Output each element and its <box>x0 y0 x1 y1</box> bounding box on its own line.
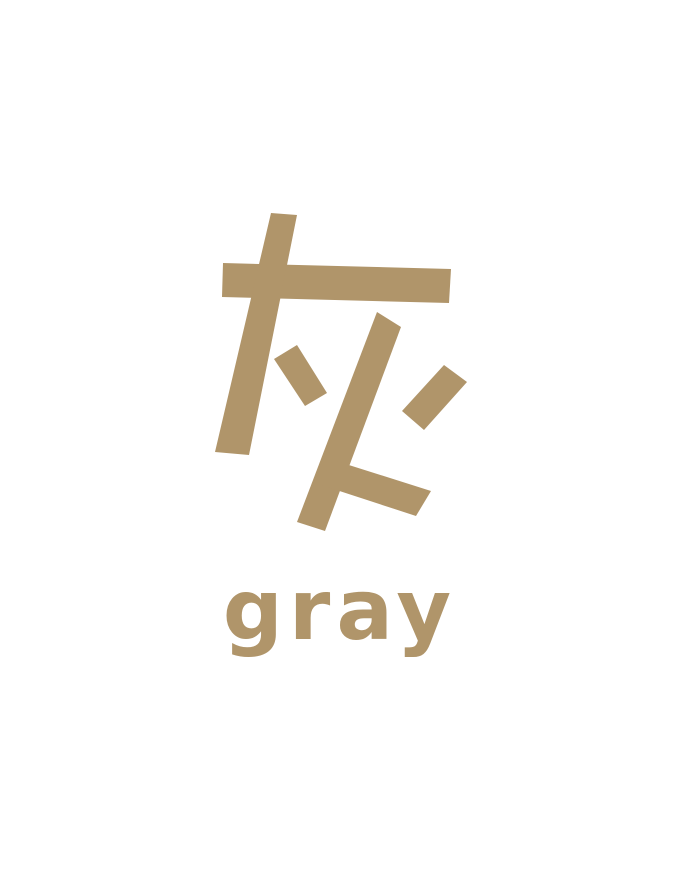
hanzi-gray-character-icon <box>215 213 467 531</box>
word-gray: gray <box>222 561 458 659</box>
